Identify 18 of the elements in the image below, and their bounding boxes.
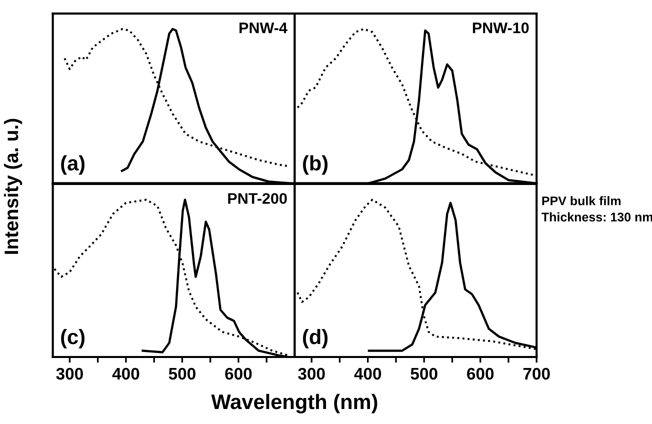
x-tick-label: 400: [354, 368, 382, 380]
x-tick-label: 500: [410, 368, 438, 380]
x-tick-label: 600: [467, 368, 494, 380]
annotation: PNW-10: [472, 22, 529, 34]
annotation: (a): [61, 155, 84, 175]
annotation: PNW-4: [240, 22, 288, 34]
x-tick-label: 300: [298, 368, 325, 380]
x-tick-label: 300: [56, 368, 83, 380]
annotation: (c): [61, 328, 84, 348]
annotation: (b): [303, 155, 328, 175]
annotation: PNT-200: [228, 193, 287, 204]
x-tick-label: 400: [112, 368, 140, 380]
x-axis-title: Wavelength (nm): [211, 394, 378, 414]
x-tick-label: 600: [225, 368, 252, 380]
annotation: (d): [303, 328, 328, 348]
y-axis-title: Intensity (a. u.): [4, 118, 22, 254]
x-tick-label: 500: [168, 368, 196, 380]
x-tick-label: 700: [523, 368, 550, 380]
